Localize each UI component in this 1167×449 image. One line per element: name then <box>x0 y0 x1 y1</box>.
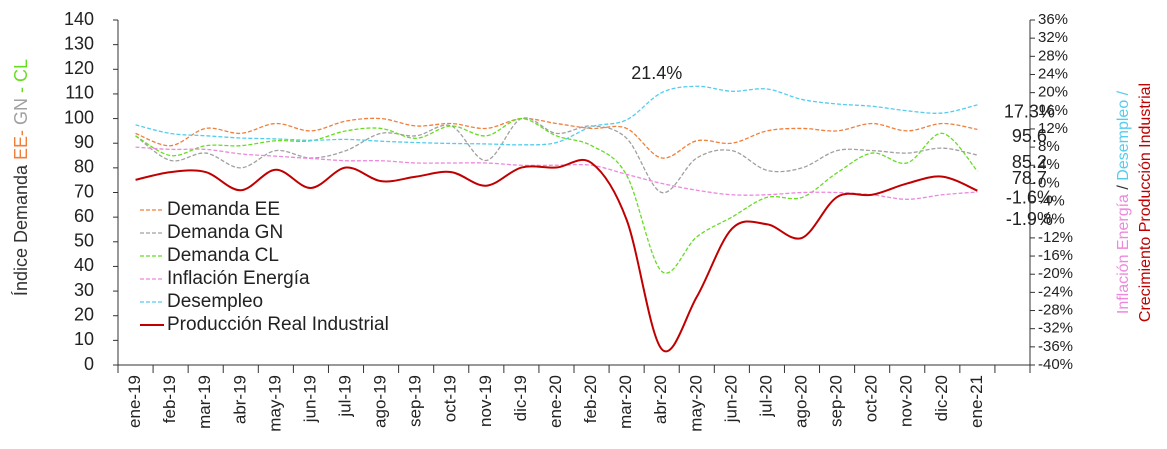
legend-label: Demanda GN <box>167 222 283 243</box>
data-label: 85.2 <box>1012 152 1047 172</box>
y-tick-label: 60 <box>74 206 94 226</box>
y2-tick-label: 32% <box>1038 29 1068 46</box>
y-axis-title-part: - CL <box>11 59 31 93</box>
x-tick-label: oct-20 <box>862 375 881 422</box>
x-tick-label: sep-19 <box>406 375 425 427</box>
y-tick-label: 50 <box>74 231 94 251</box>
y2-axis-title: Crecimiento Producción Industrial <box>1137 83 1154 322</box>
x-tick-label: jul-20 <box>756 375 775 418</box>
x-tick-label: nov-20 <box>897 375 916 427</box>
y2-tick-label: 28% <box>1038 47 1068 64</box>
series-line <box>135 158 978 353</box>
y-axis-title-part: Índice Demanda <box>11 160 31 296</box>
series-line <box>135 117 978 274</box>
series-line <box>135 117 978 194</box>
y-tick-label: 90 <box>74 132 94 152</box>
x-tick-label: oct-19 <box>441 375 460 422</box>
y2-tick-label: 8% <box>1038 138 1060 155</box>
x-tick-label: dic-19 <box>511 375 530 421</box>
x-tick-label: abr-19 <box>230 375 249 424</box>
x-tick-label: ene-19 <box>125 375 144 428</box>
y2-tick-label: 36% <box>1038 11 1068 28</box>
y-tick-label: 80 <box>74 157 94 177</box>
data-label: 95.6 <box>1012 126 1047 146</box>
y2-tick-label: -40% <box>1038 356 1073 373</box>
y-tick-label: 40 <box>74 255 94 275</box>
x-tick-label: ago-20 <box>791 375 810 428</box>
y2-axis-title-part: / <box>1115 181 1132 194</box>
y2-tick-label: -36% <box>1038 338 1073 355</box>
data-label: 21.4% <box>631 63 682 83</box>
legend-label: Demanda EE <box>167 199 280 220</box>
data-label: -1.9% <box>1006 209 1053 229</box>
x-tick-label: feb-19 <box>160 375 179 423</box>
y2-tick-label: 4% <box>1038 156 1060 173</box>
data-label: -1.6% <box>1006 187 1053 207</box>
y2-axis-title-part: Desempleo / <box>1115 90 1132 180</box>
data-label: 17.3% <box>1004 102 1055 122</box>
y-tick-label: 10 <box>74 329 94 349</box>
y2-tick-label: 12% <box>1038 120 1068 137</box>
x-tick-label: mar-19 <box>195 375 214 429</box>
y2-tick-label: -8% <box>1038 211 1065 228</box>
y2-tick-label: -12% <box>1038 229 1073 246</box>
x-tick-label: jun-19 <box>300 375 319 423</box>
y2-tick-label: -24% <box>1038 283 1073 300</box>
x-tick-label: jun-20 <box>721 375 740 423</box>
x-tick-label: may-20 <box>686 375 705 432</box>
y-tick-label: 140 <box>64 9 94 29</box>
y-tick-label: 130 <box>64 33 94 53</box>
y2-axis-title-part: Crecimiento Producción Industrial <box>1137 83 1154 322</box>
x-tick-label: feb-20 <box>581 375 600 423</box>
y2-tick-label: 24% <box>1038 65 1068 82</box>
y2-tick-label: 0% <box>1038 174 1060 191</box>
x-tick-label: mar-20 <box>616 375 635 429</box>
x-tick-label: ene-21 <box>967 375 986 428</box>
x-tick-label: abr-20 <box>651 375 670 424</box>
y-tick-label: 30 <box>74 280 94 300</box>
data-label: 78.7 <box>1012 168 1047 188</box>
x-tick-label: jul-19 <box>335 375 354 418</box>
y2-tick-label: -32% <box>1038 320 1073 337</box>
y-tick-label: 120 <box>64 58 94 78</box>
y2-tick-label: -28% <box>1038 301 1073 318</box>
y2-tick-label: -20% <box>1038 265 1073 282</box>
y-tick-label: 20 <box>74 304 94 324</box>
series-line <box>135 146 978 200</box>
legend-label: Desempleo <box>167 291 263 312</box>
y-tick-label: 0 <box>84 354 94 374</box>
legend-label: Producción Real Industrial <box>167 314 389 335</box>
y-axis-title-part: GN <box>11 93 31 130</box>
y-axis-title: Índice Demanda EE- GN - CL <box>11 59 31 296</box>
x-tick-label: dic-20 <box>932 375 951 421</box>
x-tick-label: may-19 <box>265 375 284 432</box>
y-axis-title-part: EE- <box>11 130 31 160</box>
y-tick-label: 70 <box>74 181 94 201</box>
y2-tick-label: -16% <box>1038 247 1073 264</box>
y-tick-label: 110 <box>65 83 94 103</box>
y2-tick-label: 16% <box>1038 102 1068 119</box>
series-line <box>135 117 978 159</box>
x-tick-label: nov-19 <box>476 375 495 427</box>
x-tick-label: sep-20 <box>827 375 846 427</box>
x-tick-label: ene-20 <box>546 375 565 428</box>
y2-axis-title-part: Inflación Energía <box>1115 194 1132 314</box>
y-tick-label: 100 <box>64 107 94 127</box>
x-tick-label: ago-19 <box>371 375 390 428</box>
y2-tick-label: 20% <box>1038 84 1068 101</box>
series-line <box>135 85 978 146</box>
y2-axis-title: Inflación Energía / Desempleo / <box>1115 90 1132 314</box>
legend-label: Inflación Energía <box>167 268 310 289</box>
legend-label: Demanda CL <box>167 245 279 266</box>
y2-tick-label: -4% <box>1038 193 1065 210</box>
